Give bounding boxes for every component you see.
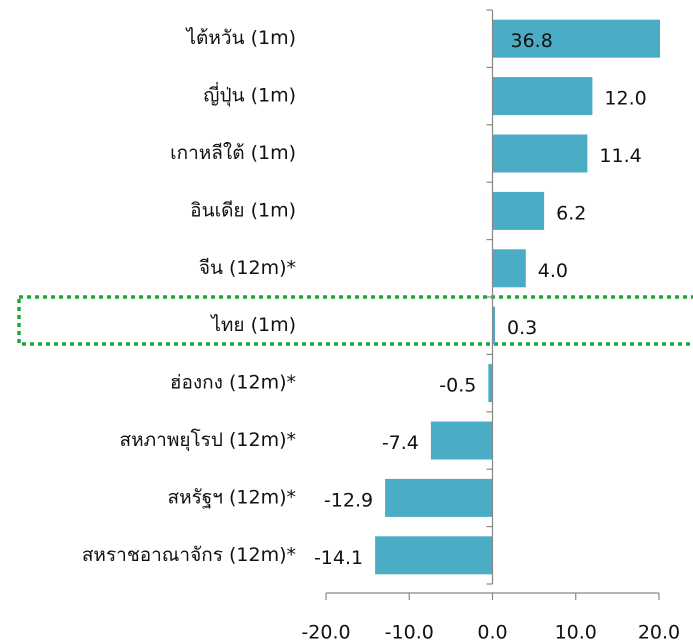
bar [375, 536, 493, 575]
value-label: 0.3 [507, 317, 537, 339]
value-label: 36.8 [511, 30, 553, 52]
bar [430, 421, 493, 460]
y-tick-label: สหราชอาณาจักร (12m)* [82, 544, 296, 566]
value-label: 4.0 [538, 260, 568, 282]
bar [492, 306, 495, 345]
bar [492, 191, 545, 230]
bar [492, 19, 660, 58]
value-label: -14.1 [314, 547, 363, 569]
x-tick-label: -10.0 [385, 622, 434, 644]
x-tick-label: -20.0 [301, 622, 350, 644]
value-label: -7.4 [382, 432, 419, 454]
x-tick-label: 0.0 [477, 622, 507, 644]
bar [488, 364, 493, 403]
y-tick-label: ไต้หวัน (1m) [184, 27, 296, 49]
x-tick-label: 10.0 [555, 622, 597, 644]
y-tick-label: จีน (12m)* [199, 257, 296, 279]
y-tick-label: ไทย (1m) [209, 314, 296, 336]
highlight-box [17, 295, 693, 346]
bars [375, 19, 660, 575]
bar [385, 478, 493, 517]
y-tick-label: สหรัฐฯ (12m)* [167, 486, 296, 508]
bar [492, 249, 526, 288]
y-tick-label: เกาหลีใต้ (1m) [170, 142, 296, 164]
y-tick-label: อินเดีย (1m) [190, 199, 296, 221]
y-tick-label: ญี่ปุ่น (1m) [203, 82, 296, 108]
value-label: -0.5 [439, 375, 476, 397]
value-label: 6.2 [556, 202, 586, 224]
bar [492, 134, 588, 173]
y-tick-label: สหภาพยุโรป (12m)* [120, 428, 297, 452]
value-label: 11.4 [599, 145, 641, 167]
y-tick-label: ฮ่องกง (12m)* [170, 372, 296, 394]
value-label: 12.0 [604, 88, 646, 110]
x-tick-label: 20.0 [638, 622, 680, 644]
bar [492, 77, 593, 116]
value-label: -12.9 [324, 489, 373, 511]
